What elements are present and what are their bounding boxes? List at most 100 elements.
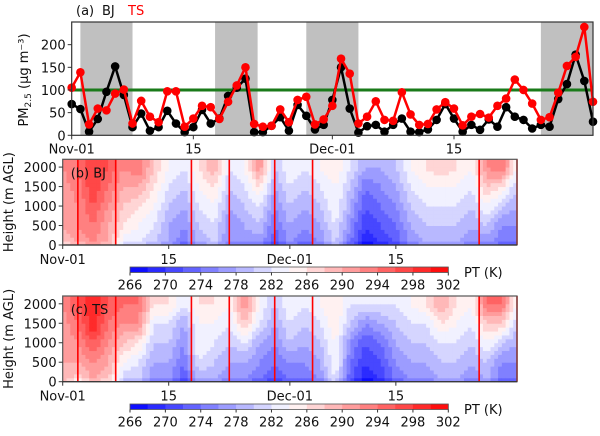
pt-cell (286, 225, 291, 230)
pt-cell (187, 186, 192, 191)
pt-cell (426, 342, 431, 348)
pt-cell (308, 334, 314, 340)
pt-cell (361, 362, 367, 367)
pt-cell (255, 366, 261, 371)
pt-cell (100, 358, 105, 363)
pt-cell (373, 346, 378, 352)
pt-cell (198, 334, 204, 340)
pt-cell (145, 170, 151, 176)
pt-cell (244, 319, 249, 324)
pt-cell (467, 206, 473, 211)
pt-cell (180, 178, 185, 184)
pt-cell (111, 198, 117, 203)
pt-cell (115, 233, 120, 238)
pt-cell (221, 311, 226, 316)
pt-cell (373, 229, 378, 234)
pt-cell (407, 186, 412, 191)
pt-cell (240, 209, 245, 215)
pt-cell (399, 217, 404, 223)
pt-cell (202, 299, 208, 305)
pt-cell (240, 233, 245, 238)
pt-cell (422, 229, 427, 234)
pt-cell (354, 241, 359, 246)
pt-cell (505, 225, 510, 230)
pt-cell (286, 202, 291, 207)
pt-cell (85, 338, 90, 344)
pt-cell (153, 334, 158, 340)
pt-cell (407, 334, 412, 340)
pt-cell (407, 202, 412, 207)
pt-cell (251, 323, 257, 328)
pt-cell (221, 229, 226, 234)
pt-cell (206, 319, 211, 324)
pt-cell (376, 366, 382, 371)
pt-cell (282, 190, 287, 195)
pt-cell (509, 217, 514, 223)
pt-cell (111, 346, 117, 352)
pt-cell (380, 319, 385, 324)
pt-cell (331, 213, 336, 219)
pt-cell (410, 362, 416, 367)
pt-cell (395, 170, 401, 176)
pt-cell (130, 186, 136, 191)
pt-cell (168, 209, 173, 215)
pt-cell (350, 319, 355, 324)
pt-cell (195, 299, 200, 305)
pt-cell (202, 350, 208, 355)
pt-cell (92, 159, 98, 164)
pt-cell (350, 354, 355, 359)
pt-cell (214, 221, 219, 227)
pt-cell (365, 358, 370, 363)
pt-cell (195, 358, 200, 363)
pt-cell (376, 327, 382, 332)
pt-cell (229, 315, 234, 320)
pt-cell (89, 346, 94, 352)
pt-cell (452, 159, 457, 164)
data-point (136, 109, 146, 118)
pt-cell (278, 229, 283, 234)
pt-cell (210, 174, 215, 180)
pt-cell (187, 366, 192, 371)
pt-cell (66, 202, 71, 207)
pt-cell (92, 350, 98, 355)
pt-cell (346, 338, 351, 344)
ylabel-main: PM (17, 107, 32, 126)
pt-cell (62, 225, 67, 230)
pt-cell (89, 307, 94, 313)
colorbar-tick-label: 274 (188, 279, 213, 294)
pt-cell (426, 159, 431, 164)
pt-cell (221, 163, 226, 168)
pt-cell (323, 202, 329, 207)
pt-cell (293, 346, 298, 352)
pt-cell (339, 377, 344, 383)
pt-cell (357, 225, 363, 230)
pt-cell (111, 307, 117, 313)
pt-cell (289, 229, 295, 234)
pt-cell (426, 163, 431, 168)
pt-cell (134, 346, 139, 352)
pt-cell (445, 229, 450, 234)
pt-cell (157, 225, 162, 230)
pt-cell (392, 370, 397, 375)
pt-cell (301, 342, 306, 348)
pt-cell (479, 174, 484, 180)
pt-cell (96, 167, 102, 172)
pt-cell (388, 202, 393, 207)
pt-cell (157, 194, 162, 199)
pt-cell (301, 366, 306, 371)
pt-cell (274, 327, 279, 332)
pt-cell (187, 373, 192, 379)
pt-cell (134, 182, 139, 188)
pt-cell (289, 354, 295, 359)
pt-cell (77, 221, 83, 227)
pt-cell (282, 377, 287, 383)
pt-cell (422, 366, 427, 371)
pt-cell (149, 311, 155, 316)
pt-cell (198, 167, 204, 172)
pt-cell (123, 167, 128, 172)
pt-cell (327, 178, 332, 184)
pt-cell (407, 206, 412, 211)
pt-cell (229, 170, 234, 176)
pt-cell (244, 296, 249, 301)
pt-cell (278, 334, 283, 340)
